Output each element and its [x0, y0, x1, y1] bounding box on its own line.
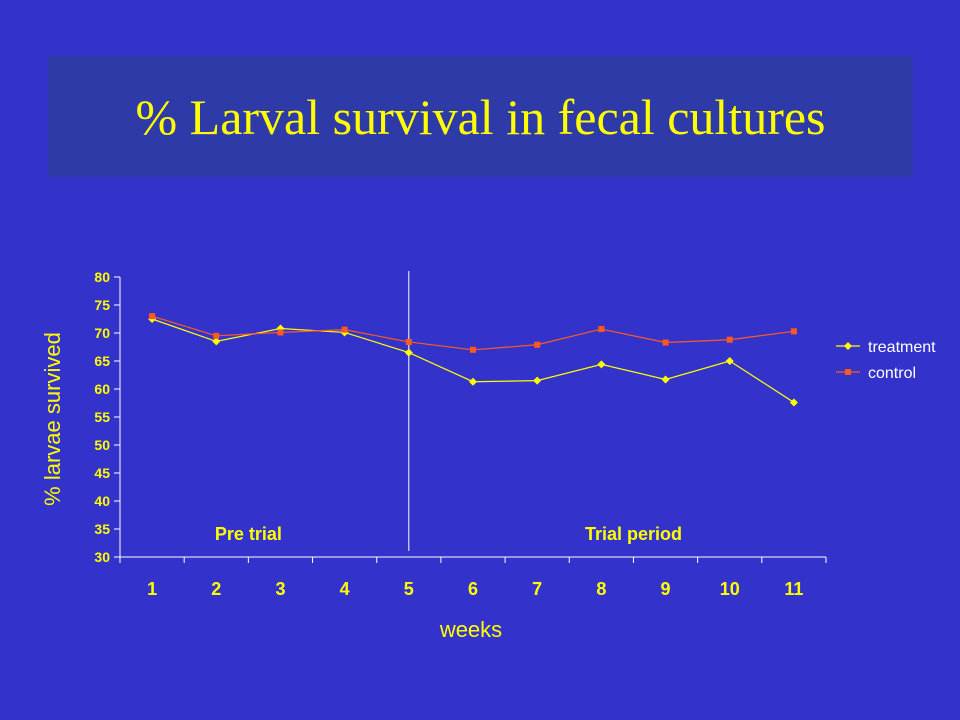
- y-tick-label: 80: [94, 269, 110, 285]
- data-point-treatment: [212, 337, 221, 346]
- legend: treatment control: [836, 339, 936, 382]
- x-tick-label: 7: [532, 579, 542, 599]
- x-tick-label: 6: [468, 579, 478, 599]
- title-box: % Larval survival in fecal cultures: [48, 56, 913, 177]
- annotation-pre-trial: Pre trial: [215, 524, 282, 544]
- data-point-treatment: [789, 398, 798, 407]
- data-point-treatment: [533, 376, 542, 385]
- x-tick-label: 1: [147, 579, 157, 599]
- data-point-control: [598, 326, 605, 333]
- x-axis: 1 2 3 4 5 6 7 8 9 10 11: [119, 556, 827, 599]
- legend-marker-treatment: [844, 342, 852, 350]
- data-point-control: [662, 339, 669, 346]
- x-tick-label: 11: [784, 579, 803, 599]
- y-tick-label: 60: [94, 381, 110, 397]
- y-tick-label: 55: [94, 409, 110, 425]
- data-point-treatment: [661, 375, 670, 384]
- x-tick-label: 5: [404, 579, 414, 599]
- y-tick-label: 70: [94, 325, 110, 341]
- data-point-control: [405, 338, 412, 345]
- data-point-control: [790, 328, 797, 335]
- data-point-control: [277, 329, 284, 336]
- legend-label-control: control: [868, 365, 916, 382]
- data-point-treatment: [469, 377, 477, 386]
- data-point-control: [341, 326, 348, 333]
- y-tick-label: 65: [94, 353, 110, 369]
- data-point-treatment: [597, 360, 606, 369]
- x-tick-label: 8: [596, 579, 606, 599]
- series-line-treatment: [151, 318, 795, 403]
- x-tick-label: 9: [661, 579, 671, 599]
- y-tick-label: 30: [94, 549, 110, 565]
- y-tick-label: 50: [94, 437, 110, 453]
- slide-title: % Larval survival in fecal cultures: [135, 88, 826, 145]
- data-point-control: [726, 336, 733, 343]
- y-tick-label: 75: [94, 297, 110, 313]
- x-tick-label: 2: [211, 579, 221, 599]
- y-tick-label: 45: [94, 465, 110, 481]
- x-axis-label: weeks: [439, 617, 502, 642]
- data-point-treatment: [725, 357, 734, 365]
- data-point-treatment: [404, 348, 413, 357]
- x-tick-label: 10: [720, 579, 740, 599]
- data-point-control: [213, 332, 220, 339]
- series-group: [148, 313, 798, 407]
- y-tick-label: 35: [94, 521, 110, 537]
- x-tick-label: 4: [340, 579, 350, 599]
- series-line-control: [151, 315, 794, 351]
- y-axis-label: % larvae survived: [40, 332, 65, 506]
- x-tick-label: 3: [275, 579, 285, 599]
- legend-marker-control: [845, 369, 851, 375]
- data-point-control: [149, 313, 156, 320]
- annotation-trial-period: Trial period: [585, 524, 682, 544]
- y-tick-label: 40: [94, 493, 110, 509]
- legend-label-treatment: treatment: [868, 339, 936, 356]
- data-point-control: [534, 341, 541, 348]
- data-point-control: [470, 346, 476, 353]
- y-axis: 30 35 40 45 50 55 60 65 70 75 80: [94, 269, 121, 565]
